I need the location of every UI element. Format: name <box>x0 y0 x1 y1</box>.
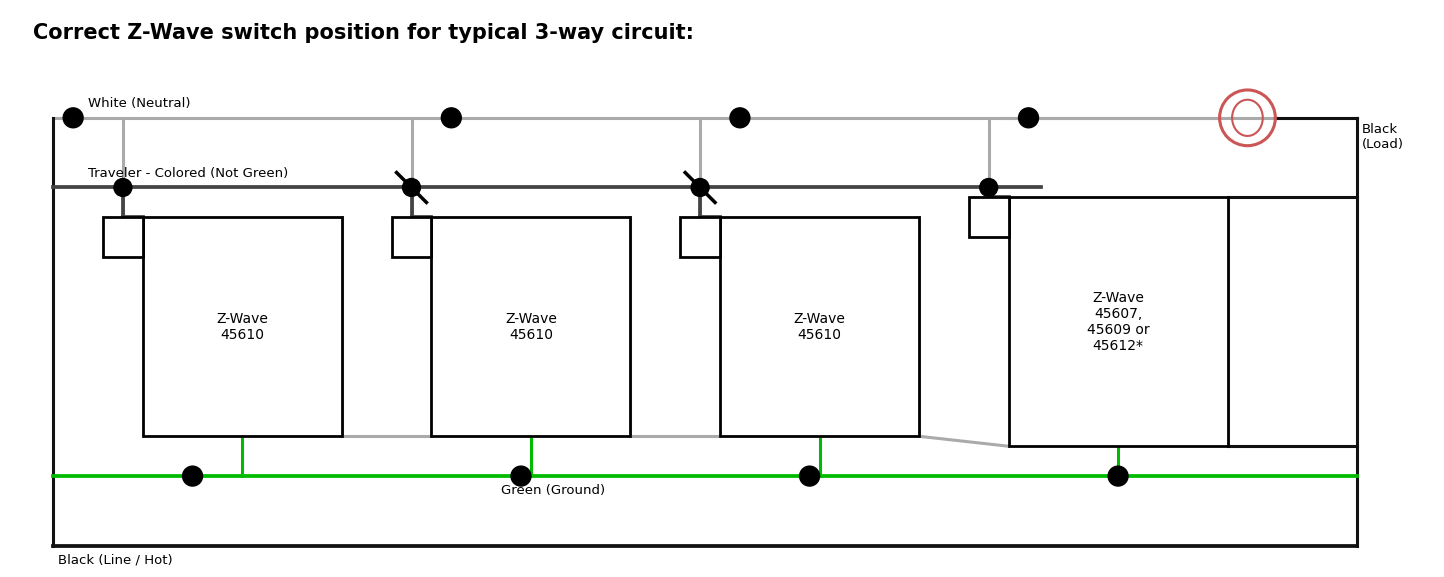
Text: Traveler - Colored (Not Green): Traveler - Colored (Not Green) <box>88 167 289 179</box>
Bar <box>432 218 631 436</box>
Text: White (Neutral): White (Neutral) <box>88 97 191 110</box>
Circle shape <box>731 108 749 128</box>
Circle shape <box>403 178 420 196</box>
Circle shape <box>800 466 820 486</box>
Circle shape <box>114 178 131 196</box>
Bar <box>103 218 143 257</box>
Bar <box>391 218 432 257</box>
Text: Z-Wave
45607,
45609 or
45612*: Z-Wave 45607, 45609 or 45612* <box>1087 291 1149 353</box>
Circle shape <box>511 466 531 486</box>
Text: Green (Ground): Green (Ground) <box>501 484 605 497</box>
Bar <box>969 197 1008 237</box>
Text: Black
(Load): Black (Load) <box>1362 123 1404 151</box>
Text: Black (Line / Hot): Black (Line / Hot) <box>58 554 173 567</box>
Bar <box>680 218 721 257</box>
Text: Z-Wave
45610: Z-Wave 45610 <box>217 312 269 342</box>
Circle shape <box>64 108 84 128</box>
Bar <box>1008 197 1227 446</box>
Circle shape <box>1108 466 1128 486</box>
Bar <box>721 218 918 436</box>
Circle shape <box>182 466 202 486</box>
Circle shape <box>692 178 709 196</box>
Text: Z-Wave
45610: Z-Wave 45610 <box>505 312 557 342</box>
Circle shape <box>442 108 461 128</box>
Circle shape <box>979 178 998 196</box>
Circle shape <box>1018 108 1038 128</box>
Text: Correct Z-Wave switch position for typical 3-way circuit:: Correct Z-Wave switch position for typic… <box>33 23 695 43</box>
Bar <box>143 218 342 436</box>
Text: Z-Wave
45610: Z-Wave 45610 <box>794 312 846 342</box>
